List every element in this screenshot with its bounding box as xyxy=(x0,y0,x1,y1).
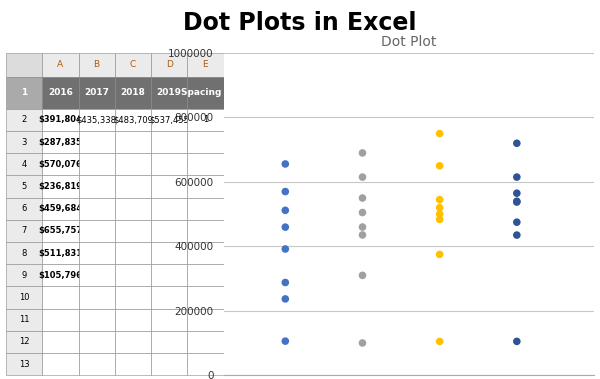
Point xyxy=(512,198,521,204)
Text: Dot Plots in Excel: Dot Plots in Excel xyxy=(183,11,417,35)
Point xyxy=(280,224,290,230)
Point xyxy=(435,197,445,203)
Point xyxy=(280,161,290,167)
Point xyxy=(280,279,290,285)
Point xyxy=(512,219,521,225)
Point xyxy=(435,216,445,222)
Point xyxy=(358,224,367,230)
Point xyxy=(358,174,367,180)
Point xyxy=(358,272,367,278)
Point xyxy=(280,296,290,302)
Point xyxy=(280,188,290,194)
Point xyxy=(512,174,521,180)
Point xyxy=(280,338,290,344)
Point xyxy=(512,140,521,146)
Point xyxy=(512,190,521,196)
Point xyxy=(435,211,445,217)
Point xyxy=(358,232,367,238)
Title: Dot Plot: Dot Plot xyxy=(381,35,436,49)
Point xyxy=(435,338,445,345)
Point xyxy=(512,199,521,205)
Point xyxy=(435,163,445,169)
Point xyxy=(435,131,445,137)
Point xyxy=(435,205,445,211)
Point xyxy=(280,207,290,213)
Point xyxy=(358,210,367,216)
Point xyxy=(358,195,367,201)
Point xyxy=(512,338,521,345)
Point xyxy=(358,340,367,346)
Point xyxy=(435,251,445,257)
Point xyxy=(512,232,521,238)
Point xyxy=(358,150,367,156)
Point xyxy=(280,246,290,252)
